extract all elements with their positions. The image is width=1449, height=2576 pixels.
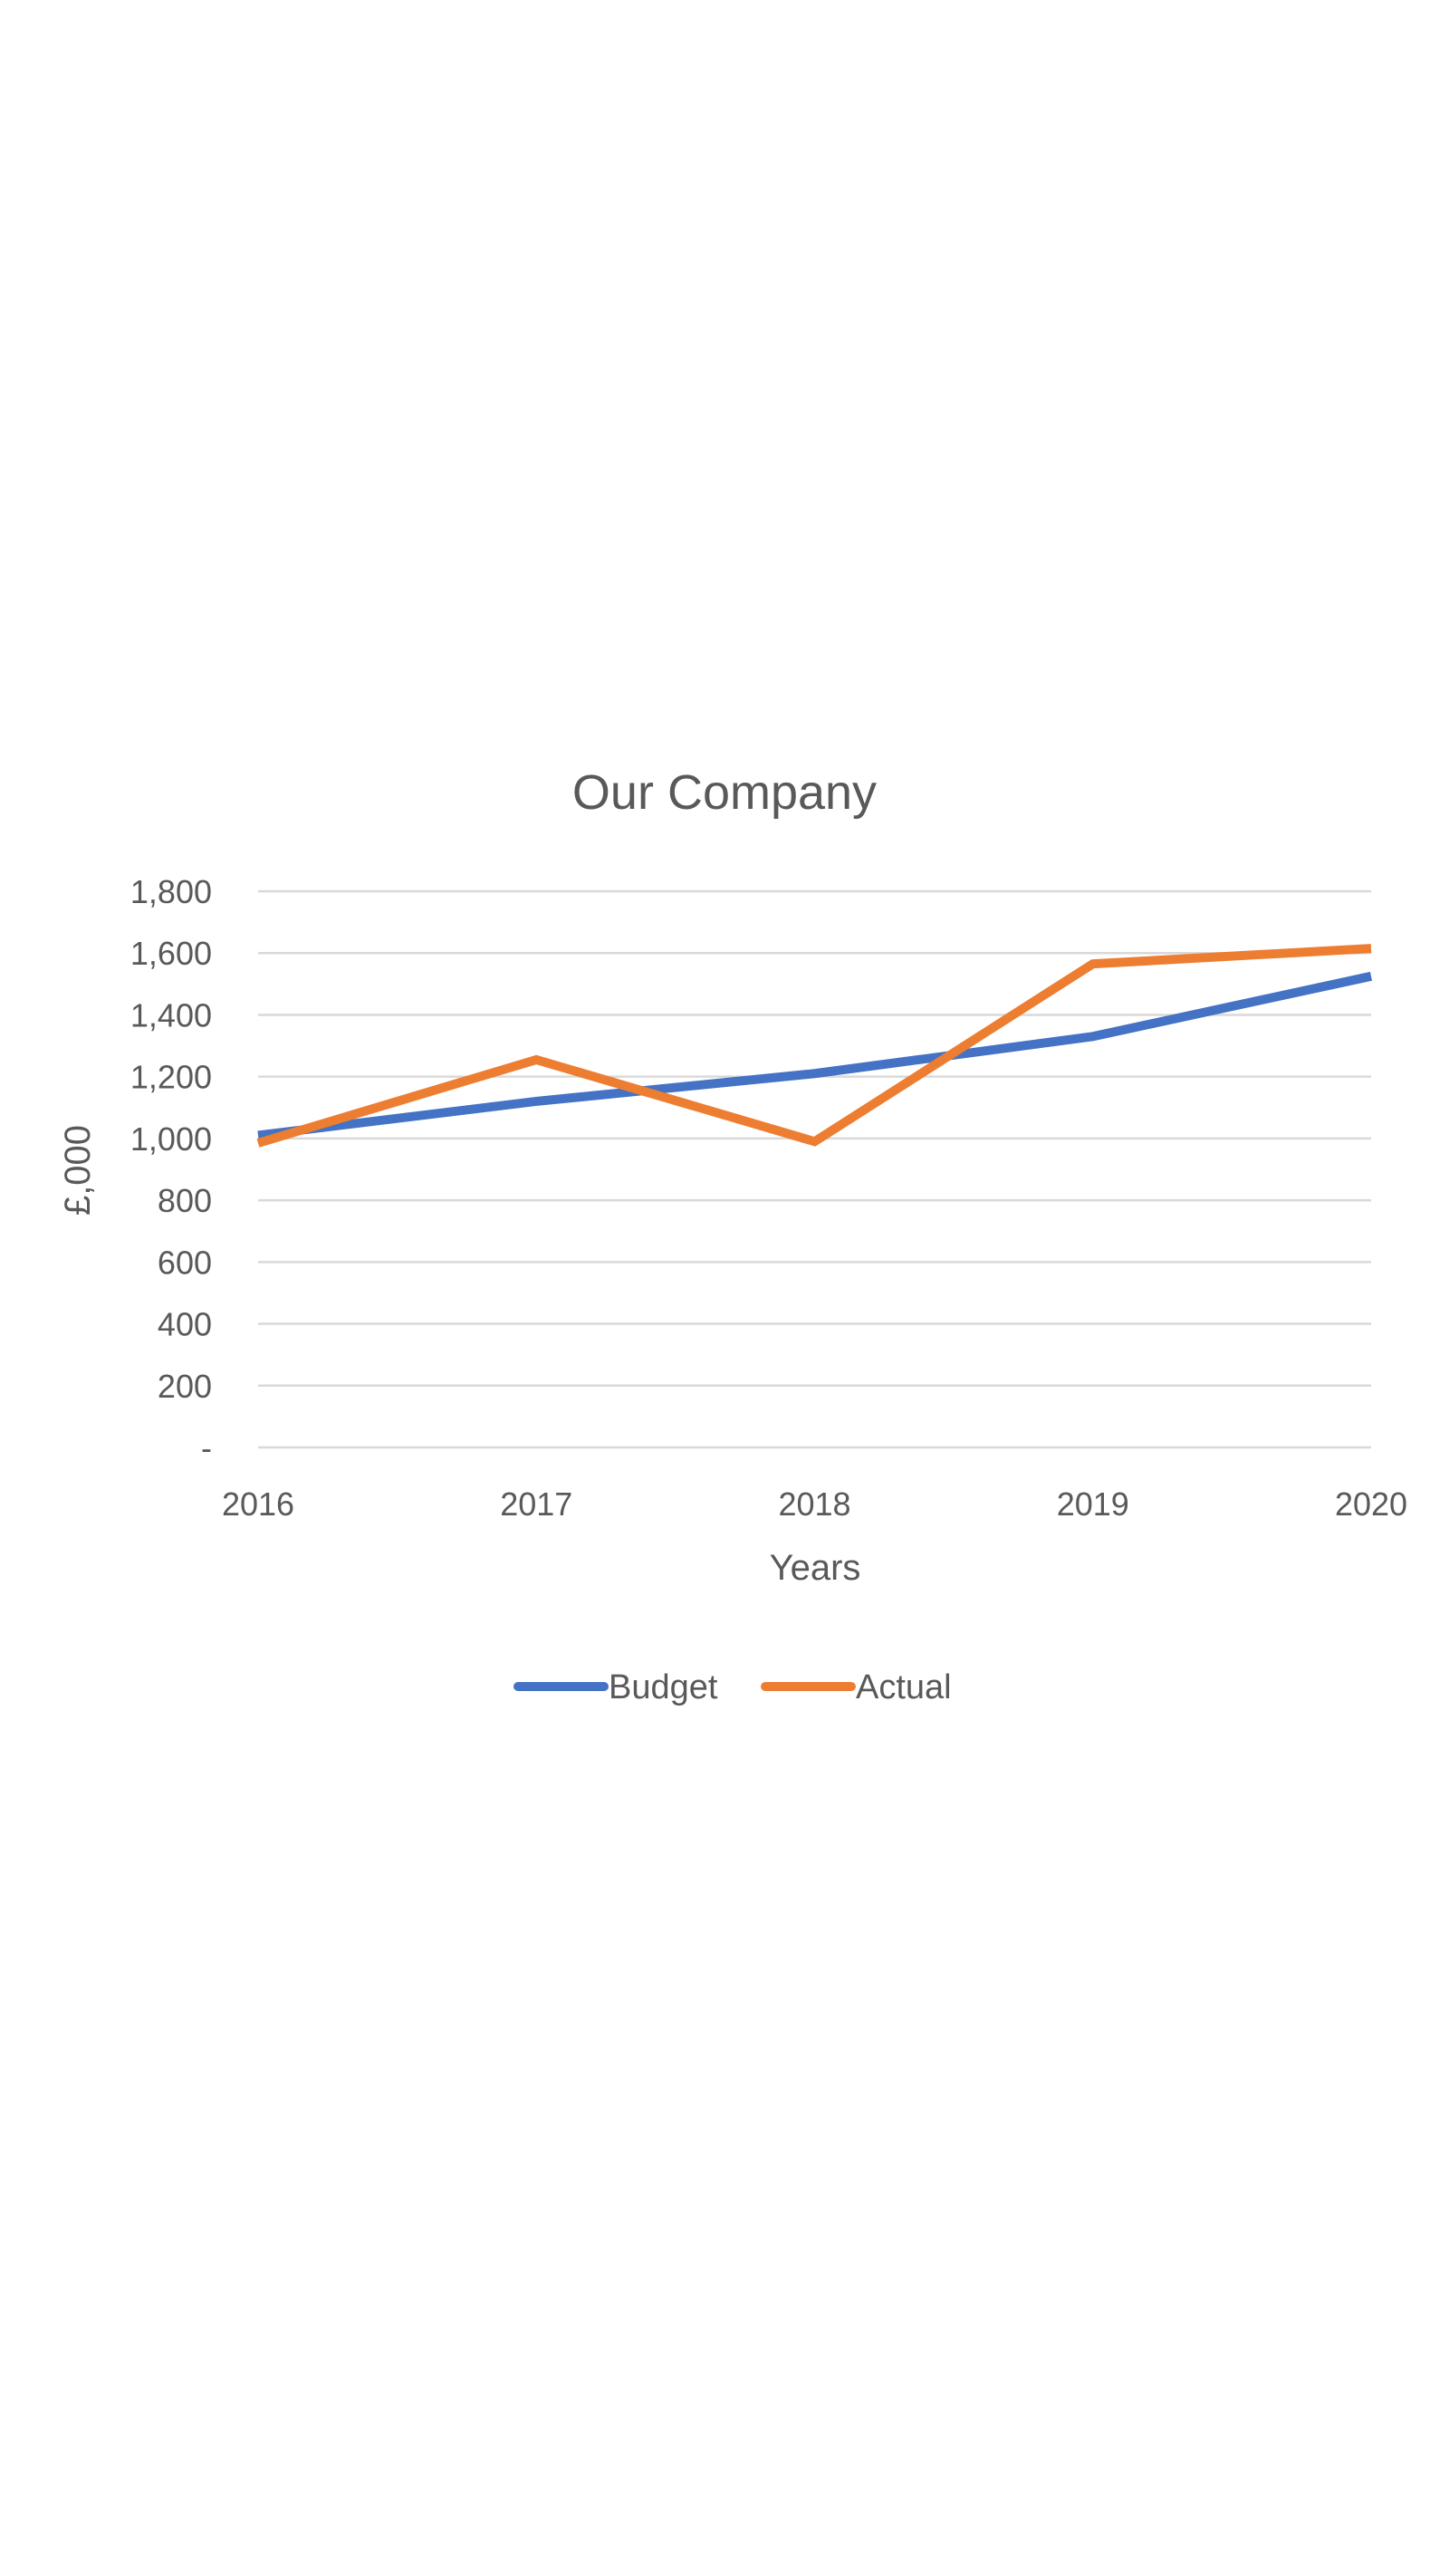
y-tick-label: - [201, 1429, 212, 1466]
y-tick-label: 600 [158, 1244, 212, 1281]
y-tick-label: 400 [158, 1306, 212, 1343]
y-tick-label: 1,800 [130, 873, 212, 910]
y-tick-label: 1,600 [130, 935, 212, 972]
legend-label-budget: Budget [609, 1668, 718, 1706]
series-line-budget [257, 971, 1373, 1140]
y-tick-label: 1,000 [130, 1120, 212, 1158]
y-tick-label: 1,200 [130, 1059, 212, 1096]
y-tick-label: 800 [158, 1182, 212, 1219]
x-tick-label: 2016 [222, 1485, 294, 1523]
x-tick-label: 2017 [500, 1485, 572, 1523]
x-axis-title: Years [770, 1548, 861, 1588]
x-axis-tick-labels: 2016 2017 2018 2019 2020 [222, 1485, 1407, 1523]
legend-label-actual: Actual [856, 1668, 952, 1706]
series-lines [256, 944, 1373, 1148]
y-axis-tick-labels: - 200 400 600 800 1,000 1,200 1,400 1,600 1,800 [130, 873, 212, 1466]
x-tick-label: 2019 [1057, 1485, 1129, 1523]
gridlines [258, 889, 1371, 1449]
legend: Budget Actual [513, 1668, 952, 1706]
y-tick-label: 1,400 [130, 996, 212, 1033]
y-axis-title: £,000 [58, 1125, 98, 1216]
x-tick-label: 2018 [778, 1485, 850, 1523]
chart-title: Our Company [572, 765, 877, 820]
y-tick-label: 200 [158, 1368, 212, 1405]
x-tick-label: 2020 [1335, 1485, 1407, 1523]
